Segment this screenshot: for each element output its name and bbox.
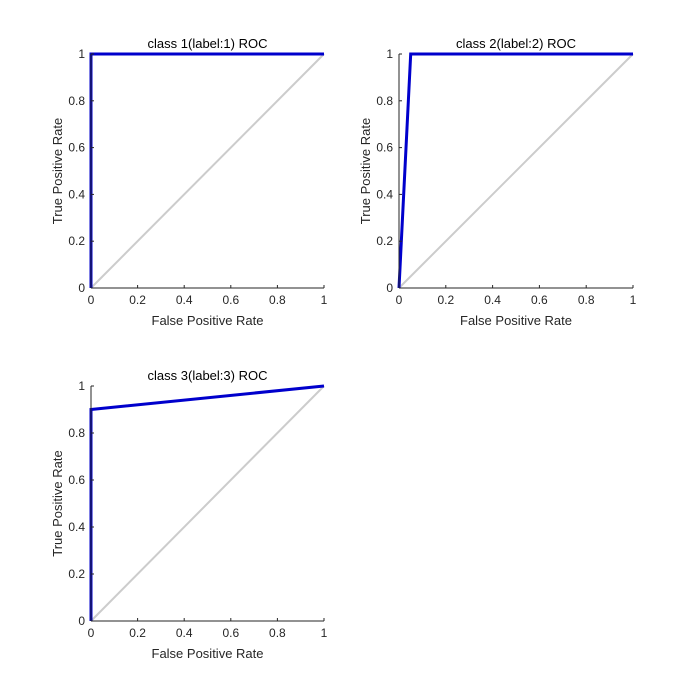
reference-diagonal-line — [398, 53, 634, 289]
y-tick-label: 0 — [78, 614, 85, 628]
x-tick-label: 0.2 — [437, 293, 454, 307]
y-axis-label: True Positive Rate — [50, 118, 65, 224]
x-tick-label: 1 — [321, 293, 328, 307]
roc-curve-line — [397, 52, 633, 289]
y-tick-label: 1 — [78, 47, 85, 61]
y-tick-label: 0.6 — [376, 141, 393, 155]
reference-diagonal-line — [90, 53, 325, 289]
y-tick-label: 0.4 — [376, 187, 393, 201]
y-tick-label: 0.8 — [68, 94, 85, 108]
x-tick-label: 0.4 — [176, 293, 193, 307]
x-tick-label: 1 — [321, 626, 328, 640]
y-tick-label: 1 — [78, 379, 85, 393]
y-tick-label: 0.6 — [68, 473, 85, 487]
y-tick-label: 0.8 — [376, 94, 393, 108]
x-axis-label: False Positive Rate — [152, 313, 264, 328]
y-tick-label: 0 — [386, 281, 393, 295]
roc-chart-3: class 3(label:3) ROC 0 0.2 0.4 0.6 0.8 1 0 0.2 0.… — [50, 368, 328, 661]
reference-diagonal-line — [90, 385, 325, 622]
chart-title: class 3(label:3) ROC — [148, 368, 268, 383]
y-tick-label: 0.8 — [68, 426, 85, 440]
x-tick-label: 0 — [88, 626, 95, 640]
chart-title: class 2(label:2) ROC — [456, 36, 576, 51]
y-tick-label: 0.2 — [68, 234, 85, 248]
x-tick-label: 0.6 — [222, 293, 239, 307]
x-tick-label: 0.4 — [484, 293, 501, 307]
x-tick-label: 0.8 — [269, 626, 286, 640]
y-tick-label: 1 — [386, 47, 393, 61]
chart-title: class 1(label:1) ROC — [148, 36, 268, 51]
x-tick-label: 0 — [396, 293, 403, 307]
x-tick-label: 0.4 — [176, 626, 193, 640]
x-tick-label: 0.8 — [578, 293, 595, 307]
x-tick-label: 1 — [630, 293, 637, 307]
y-tick-label: 0.4 — [68, 520, 85, 534]
y-tick-label: 0 — [78, 281, 85, 295]
x-tick-label: 0.8 — [269, 293, 286, 307]
y-tick-label: 0.6 — [68, 141, 85, 155]
x-axis-label: False Positive Rate — [460, 313, 572, 328]
x-tick-label: 0.2 — [129, 626, 146, 640]
roc-chart-1: class 1(label:1) ROC 0 0.2 0.4 0.6 0.8 1 0 0.2 0.… — [50, 36, 328, 328]
y-tick-label: 0.2 — [376, 234, 393, 248]
x-tick-label: 0.2 — [129, 293, 146, 307]
roc-chart-2: class 2(label:2) ROC 0 0.2 0.4 0.6 0.8 1 0 0.2 0.… — [358, 36, 637, 328]
x-axis-label: False Positive Rate — [152, 646, 264, 661]
x-tick-label: 0 — [88, 293, 95, 307]
y-axis-label: True Positive Rate — [50, 450, 65, 556]
x-tick-label: 0.6 — [222, 626, 239, 640]
y-tick-label: 0.4 — [68, 187, 85, 201]
y-tick-label: 0.2 — [68, 567, 85, 581]
x-tick-label: 0.6 — [531, 293, 548, 307]
y-axis-label: True Positive Rate — [358, 118, 373, 224]
